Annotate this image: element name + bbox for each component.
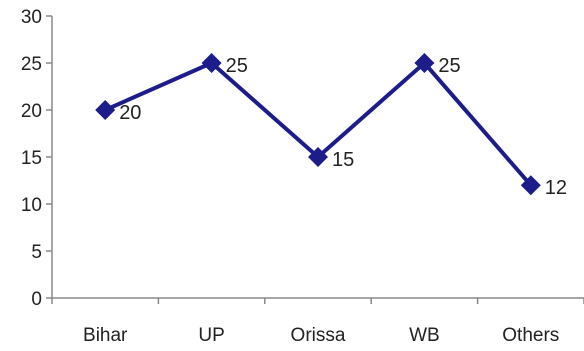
data-label: 25	[226, 55, 248, 77]
y-axis-ticks: 0 5 10 15 20 25 30	[21, 7, 52, 310]
data-label: 12	[545, 177, 567, 199]
y-tick-label: 30	[21, 7, 42, 28]
data-label: 20	[119, 102, 141, 124]
x-tick-label: Others	[502, 325, 559, 346]
y-tick-label: 25	[21, 54, 42, 75]
y-tick-label: 0	[31, 289, 42, 310]
data-label: 15	[332, 149, 354, 171]
x-axis-ticks: Bihar UP Orissa WB Others	[51, 298, 584, 346]
data-point-marker	[308, 147, 328, 167]
y-tick-label: 20	[21, 101, 42, 122]
x-tick-label: Bihar	[83, 325, 128, 346]
y-tick-label: 15	[21, 148, 42, 169]
data-labels: 20 25 15 25 12	[119, 55, 567, 199]
y-tick-label: 10	[21, 195, 42, 216]
data-point-marker	[414, 53, 435, 73]
x-tick-label: WB	[409, 325, 440, 346]
data-point-marker	[95, 100, 116, 120]
data-label: 25	[438, 55, 460, 77]
data-point-marker	[520, 175, 541, 196]
x-tick-label: UP	[198, 325, 224, 346]
series-line-group	[95, 53, 541, 196]
y-tick-label: 5	[31, 242, 42, 263]
data-point-marker	[201, 53, 222, 73]
x-tick-label: Orissa	[291, 325, 346, 346]
